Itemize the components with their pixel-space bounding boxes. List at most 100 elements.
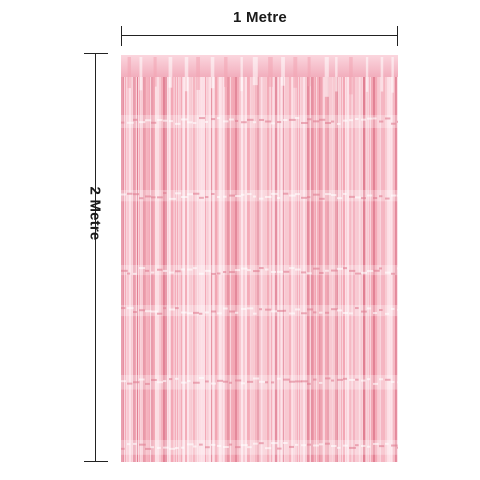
- tinsel-strand: [237, 73, 240, 462]
- tinsel-strand: [127, 73, 129, 462]
- tinsel-strand: [307, 73, 309, 462]
- shine-fleck: [133, 272, 137, 275]
- shine-fleck: [271, 192, 278, 195]
- tinsel-strand: [283, 73, 284, 462]
- shine-fleck: [247, 193, 252, 196]
- shine-fleck: [259, 380, 265, 383]
- height-dimension-line: [95, 53, 96, 462]
- shine-fleck: [169, 271, 174, 274]
- shine-fleck: [223, 307, 228, 310]
- shine-fleck: [229, 310, 236, 313]
- shine-fleck: [319, 197, 325, 200]
- shine-fleck: [163, 192, 167, 195]
- shine-fleck: [367, 445, 371, 448]
- shine-fleck: [253, 377, 260, 380]
- shine-fleck: [373, 117, 377, 120]
- shine-fleck: [379, 309, 383, 312]
- shine-fleck: [193, 122, 197, 125]
- tinsel-strand: [131, 73, 132, 462]
- header-fold: [324, 57, 329, 97]
- shine-fleck: [265, 268, 269, 271]
- shine-fleck: [349, 312, 353, 315]
- header-fold: [168, 57, 173, 88]
- tinsel-strand: [319, 73, 322, 462]
- tinsel-strand: [173, 73, 176, 462]
- tinsel-strand: [333, 73, 335, 462]
- tinsel-strand: [303, 73, 305, 462]
- shine-fleck: [217, 272, 221, 275]
- tinsel-strand: [349, 73, 351, 462]
- shine-fleck: [337, 309, 343, 312]
- shine-fleck: [241, 307, 247, 310]
- shine-fleck: [331, 308, 338, 311]
- tinsel-strand: [247, 73, 249, 462]
- shine-fleck: [199, 196, 204, 199]
- shine-fleck: [241, 121, 247, 124]
- tinsel-strand: [325, 73, 327, 462]
- shine-fleck: [235, 195, 242, 198]
- shine-fleck: [163, 307, 167, 310]
- tinsel-strand: [271, 73, 272, 462]
- shine-band: [121, 305, 398, 317]
- header-fold: [307, 57, 311, 87]
- shine-fleck: [271, 122, 275, 125]
- tinsel-strand: [159, 73, 161, 462]
- tinsel-strand: [157, 73, 159, 462]
- tinsel-strand: [351, 73, 352, 462]
- shine-fleck: [205, 380, 209, 383]
- shine-fleck: [397, 120, 398, 123]
- shine-fleck: [259, 118, 265, 121]
- shine-fleck: [235, 379, 242, 382]
- tinsel-strand: [203, 73, 205, 462]
- shine-fleck: [337, 378, 344, 381]
- tinsel-strand: [133, 73, 135, 462]
- shine-fleck: [247, 446, 252, 449]
- tinsel-strand: [137, 73, 138, 462]
- shine-fleck: [145, 195, 152, 198]
- shine-fleck: [361, 444, 366, 447]
- tinsel-strand: [227, 73, 230, 462]
- shine-fleck: [385, 378, 391, 381]
- shine-fleck: [331, 269, 338, 272]
- shine-fleck: [151, 310, 158, 313]
- shine-fleck: [367, 270, 374, 273]
- shine-fleck: [175, 447, 179, 450]
- shine-fleck: [169, 120, 173, 123]
- shine-fleck: [397, 267, 398, 270]
- shine-fleck: [349, 195, 355, 198]
- shine-fleck: [139, 443, 146, 446]
- shine-fleck: [169, 197, 176, 200]
- tinsel-strand: [125, 73, 126, 462]
- shine-fleck: [133, 311, 137, 314]
- shine-fleck: [283, 378, 290, 381]
- tinsel-strand: [363, 73, 365, 462]
- tinsel-strand: [221, 73, 222, 462]
- tinsel-strand: [383, 73, 385, 462]
- shine-fleck: [301, 196, 308, 199]
- shine-fleck: [331, 194, 337, 197]
- tinsel-strand: [249, 73, 250, 462]
- tinsel-strand: [201, 73, 203, 462]
- shine-fleck: [355, 307, 359, 310]
- shine-fleck: [355, 444, 359, 447]
- shine-fleck: [181, 268, 185, 271]
- shine-fleck: [385, 312, 390, 315]
- tinsel-strand: [121, 73, 123, 462]
- shine-fleck: [301, 444, 307, 447]
- shine-fleck: [295, 193, 301, 196]
- tinsel-strand: [153, 73, 155, 462]
- shine-fleck: [229, 194, 236, 197]
- shine-fleck: [319, 381, 323, 384]
- shine-fleck: [217, 196, 221, 199]
- shine-fleck: [265, 447, 272, 450]
- tinsel-strand: [385, 73, 388, 462]
- shine-fleck: [229, 271, 235, 274]
- shine-fleck: [211, 118, 216, 121]
- tinsel-strand: [205, 73, 206, 462]
- shine-fleck: [199, 117, 205, 120]
- shine-fleck: [199, 272, 204, 275]
- shine-fleck: [133, 442, 137, 445]
- tinsel-strand: [323, 73, 324, 462]
- tinsel-strand: [295, 73, 298, 462]
- header-fold: [153, 57, 157, 87]
